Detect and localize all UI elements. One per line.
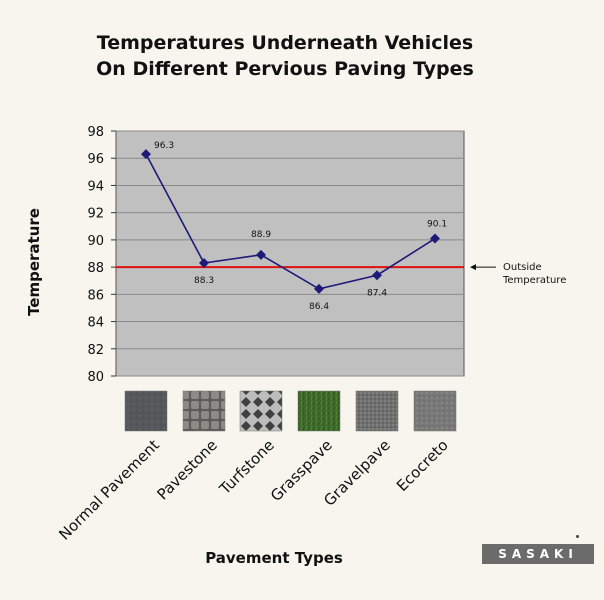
normal-pavement-swatch bbox=[124, 390, 168, 432]
pavement-swatches bbox=[124, 390, 457, 432]
plot-background bbox=[115, 130, 465, 377]
y-tick-label: 98 bbox=[87, 125, 104, 140]
arrow-head bbox=[470, 264, 476, 271]
category-label: Normal Pavement bbox=[55, 436, 163, 544]
y-tick-label: 90 bbox=[87, 234, 104, 249]
series-line bbox=[145, 153, 436, 290]
turfstone-swatch bbox=[239, 390, 283, 432]
y-tick-label: 84 bbox=[87, 316, 104, 331]
y-tick-label: 80 bbox=[87, 370, 104, 385]
category-label: Pavestone bbox=[153, 436, 220, 503]
data-point bbox=[141, 149, 151, 160]
x-axis-title: Pavement Types bbox=[205, 549, 343, 567]
ecocreto-swatch bbox=[413, 390, 457, 432]
y-tick-label: 92 bbox=[87, 207, 104, 222]
chart-title-line-2: On Different Pervious Paving Types bbox=[96, 58, 474, 80]
data-label: 96.3 bbox=[154, 141, 174, 151]
data-label: 86.4 bbox=[309, 302, 329, 312]
data-point bbox=[430, 233, 440, 244]
chart-title-line-1: Temperatures Underneath Vehicles bbox=[96, 32, 474, 54]
category-label: Turfstone bbox=[215, 436, 278, 499]
data-label: 87.4 bbox=[367, 288, 387, 298]
data-point bbox=[372, 270, 382, 281]
y-tick-label: 82 bbox=[87, 343, 104, 358]
grasspave-swatch bbox=[297, 390, 341, 432]
plot-area: 80 82 84 86 88 90 92 94 96 98 Outside Temperature 96… bbox=[87, 125, 566, 385]
gravelpave-swatch bbox=[355, 390, 399, 432]
data-point bbox=[314, 283, 324, 294]
outside-temperature-label-line-2: Temperature bbox=[502, 275, 566, 286]
pavestone-swatch bbox=[182, 390, 226, 432]
data-point bbox=[199, 258, 209, 269]
data-label: 88.9 bbox=[251, 230, 271, 240]
y-tick-label: 96 bbox=[87, 152, 104, 167]
data-label: 90.1 bbox=[427, 220, 447, 230]
category-label: Ecocreto bbox=[393, 436, 452, 495]
y-tick-label: 86 bbox=[87, 288, 104, 303]
outside-temperature-label-line-1: Outside bbox=[503, 262, 542, 273]
data-label: 88.3 bbox=[194, 276, 214, 286]
sasaki-logo: SASAKI bbox=[482, 544, 594, 564]
y-tick-label: 88 bbox=[87, 261, 104, 276]
data-point bbox=[256, 249, 266, 260]
category-labels: Normal PavementPavestoneTurfstoneGrasspa… bbox=[55, 436, 451, 544]
chart-title: Temperatures Underneath Vehicles On Diff… bbox=[0, 30, 570, 82]
y-tick-label: 94 bbox=[87, 179, 104, 194]
logo-dot bbox=[576, 535, 579, 538]
y-axis-title: Temperature bbox=[25, 208, 43, 316]
